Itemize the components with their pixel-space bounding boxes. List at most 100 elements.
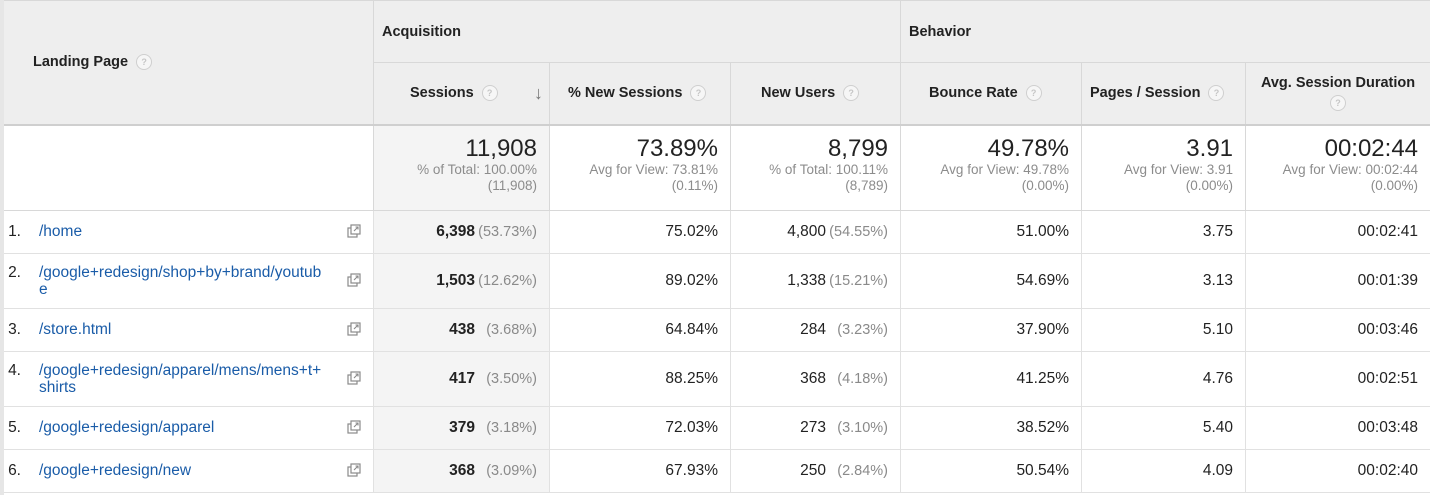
new-users-value: 284 — [800, 321, 827, 338]
total-subtext: (11,908) — [487, 177, 537, 193]
pct-new-sessions-cell: 88.25% — [549, 351, 731, 407]
help-icon[interactable]: ? — [1025, 85, 1042, 102]
sessions-value: 6,398 — [436, 223, 475, 240]
new-users-percent: (15.21%) — [829, 273, 889, 289]
pct-new-sessions-cell: 64.84% — [549, 308, 731, 352]
table-row[interactable]: 2. /google+redesign/shop+by+brand/youtube… — [0, 253, 1430, 309]
total-subtext: (8,789) — [845, 177, 889, 193]
pages-per-session-cell: 4.76 — [1081, 351, 1247, 407]
total-subtext: (0.00%) — [1370, 177, 1419, 193]
pages-per-session-header-label: Pages / Session — [1090, 85, 1201, 102]
avg-session-duration-cell: 00:01:39 — [1245, 253, 1430, 309]
totals-row: 11,908 % of Total: 100.00% (11,908) 73.8… — [0, 123, 1430, 211]
landing-page-cell: 3. /store.html — [0, 308, 374, 352]
landing-page-cell: 6. /google+redesign/new — [0, 449, 374, 493]
pages-per-session-cell: 4.09 — [1081, 449, 1247, 493]
table-row[interactable]: 1. /home 6,398 (53.73%) 75.02% 4,800 (54.55… — [0, 210, 1430, 254]
open-page-icon[interactable] — [347, 420, 361, 434]
total-subtext: (0.00%) — [1021, 177, 1070, 193]
new-users-value: 273 — [800, 419, 827, 436]
new-users-percent: (3.23%) — [837, 322, 889, 338]
sort-descending-icon[interactable]: ↓ — [534, 83, 543, 103]
bounce-rate-cell: 54.69% — [900, 253, 1083, 309]
landing-page-link[interactable]: /google+redesign/apparel — [39, 419, 215, 436]
total-avg-session-duration: 00:02:44 Avg for View: 00:02:44 (0.00%) — [1245, 123, 1430, 211]
total-bounce-rate: 49.78% Avg for View: 49.78% (0.00%) — [900, 123, 1083, 211]
pct-new-sessions-cell: 72.03% — [549, 406, 731, 450]
new-users-cell: 4,800 (54.55%) — [729, 210, 902, 254]
sessions-cell: 368 (3.09%) — [373, 449, 550, 493]
new-users-cell: 1,338 (15.21%) — [729, 253, 902, 309]
total-subtext: (0.00%) — [1185, 177, 1234, 193]
row-number: 3. — [8, 321, 21, 338]
table-row[interactable]: 3. /store.html 438 (3.68%) 64.84% 284 (3.23… — [0, 308, 1430, 352]
new-users-header[interactable]: New Users? — [729, 62, 902, 125]
table-row[interactable]: 4. /google+redesign/apparel/mens/mens+t+s… — [0, 351, 1430, 407]
new-users-percent: (2.84%) — [837, 463, 889, 479]
help-icon[interactable]: ? — [136, 54, 153, 71]
table-row[interactable]: 5. /google+redesign/apparel 379 (3.18%) 72… — [0, 406, 1430, 450]
open-page-icon[interactable] — [347, 273, 361, 287]
new-users-percent: (3.10%) — [837, 420, 889, 436]
sessions-value: 438 — [449, 321, 475, 338]
sessions-value: 379 — [449, 419, 475, 436]
sessions-cell: 6,398 (53.73%) — [373, 210, 550, 254]
help-icon[interactable]: ? — [1330, 95, 1347, 112]
help-icon[interactable]: ? — [481, 85, 498, 102]
sessions-percent: (3.68%) — [486, 322, 537, 338]
open-page-icon[interactable] — [347, 322, 361, 336]
landing-page-header[interactable]: Landing Page? — [0, 0, 374, 125]
pages-per-session-cell: 5.40 — [1081, 406, 1247, 450]
help-icon[interactable]: ? — [690, 85, 707, 102]
avg-session-duration-header-label: Avg. Session Duration — [1260, 75, 1416, 92]
pct-new-sessions-header[interactable]: % New Sessions? — [549, 62, 731, 125]
help-icon[interactable]: ? — [843, 85, 860, 102]
new-users-value: 250 — [800, 462, 827, 479]
row-number: 2. — [8, 264, 21, 281]
new-users-value: 4,800 — [787, 223, 827, 240]
landing-page-link[interactable]: /google+redesign/new — [39, 462, 192, 479]
total-value: 49.78% — [987, 134, 1070, 162]
total-sessions: 11,908 % of Total: 100.00% (11,908) — [373, 123, 550, 211]
pct-new-sessions-header-label: % New Sessions — [568, 85, 683, 102]
bounce-rate-cell: 41.25% — [900, 351, 1083, 407]
total-subtext: (0.11%) — [671, 177, 718, 193]
open-page-icon[interactable] — [347, 463, 361, 477]
landing-page-cell: 1. /home — [0, 210, 374, 254]
pct-new-sessions-cell: 89.02% — [549, 253, 731, 309]
total-value: 11,908 — [465, 134, 537, 162]
help-icon[interactable]: ? — [1208, 85, 1225, 102]
landing-page-link[interactable]: /google+redesign/shop+by+brand/youtube — [39, 264, 322, 298]
sessions-header[interactable]: Sessions? ↓ — [373, 62, 550, 125]
sessions-cell: 438 (3.68%) — [373, 308, 550, 352]
new-users-value: 1,338 — [787, 272, 827, 289]
total-pages-per-session: 3.91 Avg for View: 3.91 (0.00%) — [1081, 123, 1247, 211]
sessions-cell: 417 (3.50%) — [373, 351, 550, 407]
pages-per-session-cell: 3.75 — [1081, 210, 1247, 254]
table-row[interactable]: 6. /google+redesign/new 368 (3.09%) 67.93%… — [0, 449, 1430, 493]
behavior-group-header: Behavior — [900, 0, 1430, 63]
left-edge-rail — [0, 0, 4, 495]
landing-page-link[interactable]: /google+redesign/apparel/mens/mens+t+shi… — [39, 362, 322, 396]
new-users-cell: 368 (4.18%) — [729, 351, 902, 407]
landing-page-link[interactable]: /store.html — [39, 321, 112, 338]
open-page-icon[interactable] — [347, 371, 361, 385]
open-page-icon[interactable] — [347, 224, 361, 238]
bounce-rate-cell: 50.54% — [900, 449, 1083, 493]
pages-per-session-header[interactable]: Pages / Session? — [1081, 62, 1247, 125]
sessions-value: 417 — [449, 370, 475, 387]
bounce-rate-cell: 37.90% — [900, 308, 1083, 352]
pct-new-sessions-cell: 67.93% — [549, 449, 731, 493]
landing-page-link[interactable]: /home — [39, 223, 83, 240]
bounce-rate-header[interactable]: Bounce Rate? — [900, 62, 1083, 125]
landing-page-cell: 2. /google+redesign/shop+by+brand/youtube — [0, 253, 374, 309]
total-value: 73.89% — [636, 134, 718, 162]
avg-session-duration-header[interactable]: Avg. Session Duration ? — [1245, 62, 1430, 125]
total-new-users: 8,799 % of Total: 100.11% (8,789) — [729, 123, 902, 211]
new-users-header-label: New Users — [761, 85, 836, 102]
total-subtext: % of Total: 100.00% — [417, 161, 537, 177]
new-users-value: 368 — [800, 370, 827, 387]
avg-session-duration-cell: 00:02:40 — [1245, 449, 1430, 493]
acquisition-group-header: Acquisition — [372, 0, 902, 63]
